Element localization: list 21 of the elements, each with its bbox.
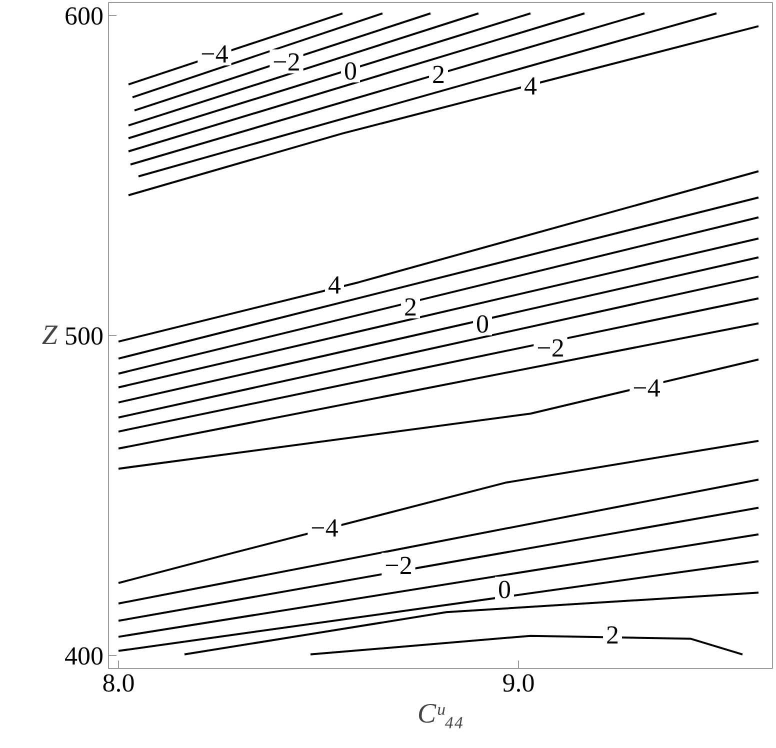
x-tick-label: 8.0 [102, 668, 135, 698]
annotation: −4 [310, 514, 338, 543]
annotation: 0 [498, 574, 511, 604]
x-tick-label: 9.0 [502, 668, 535, 698]
annotation: 0 [344, 56, 357, 86]
y-tick-label: 400 [64, 642, 104, 671]
y-tick-label: 600 [64, 1, 104, 30]
annotation: −2 [272, 47, 300, 76]
annotation: 2 [404, 292, 417, 322]
annotation: 4 [328, 270, 341, 300]
annotation: −2 [536, 333, 564, 362]
annotation: 2 [606, 620, 619, 650]
annotation: −4 [632, 373, 660, 402]
annotation: −4 [200, 39, 228, 68]
y-axis-title: Z [42, 320, 58, 351]
annotation: 2 [432, 60, 445, 90]
annotation: 0 [476, 309, 489, 338]
x-axis-title: Cᵘ₄₄ [417, 698, 464, 730]
annotation: −2 [384, 550, 412, 580]
y-tick-label: 500 [64, 322, 104, 350]
annotation: 4 [524, 71, 537, 100]
